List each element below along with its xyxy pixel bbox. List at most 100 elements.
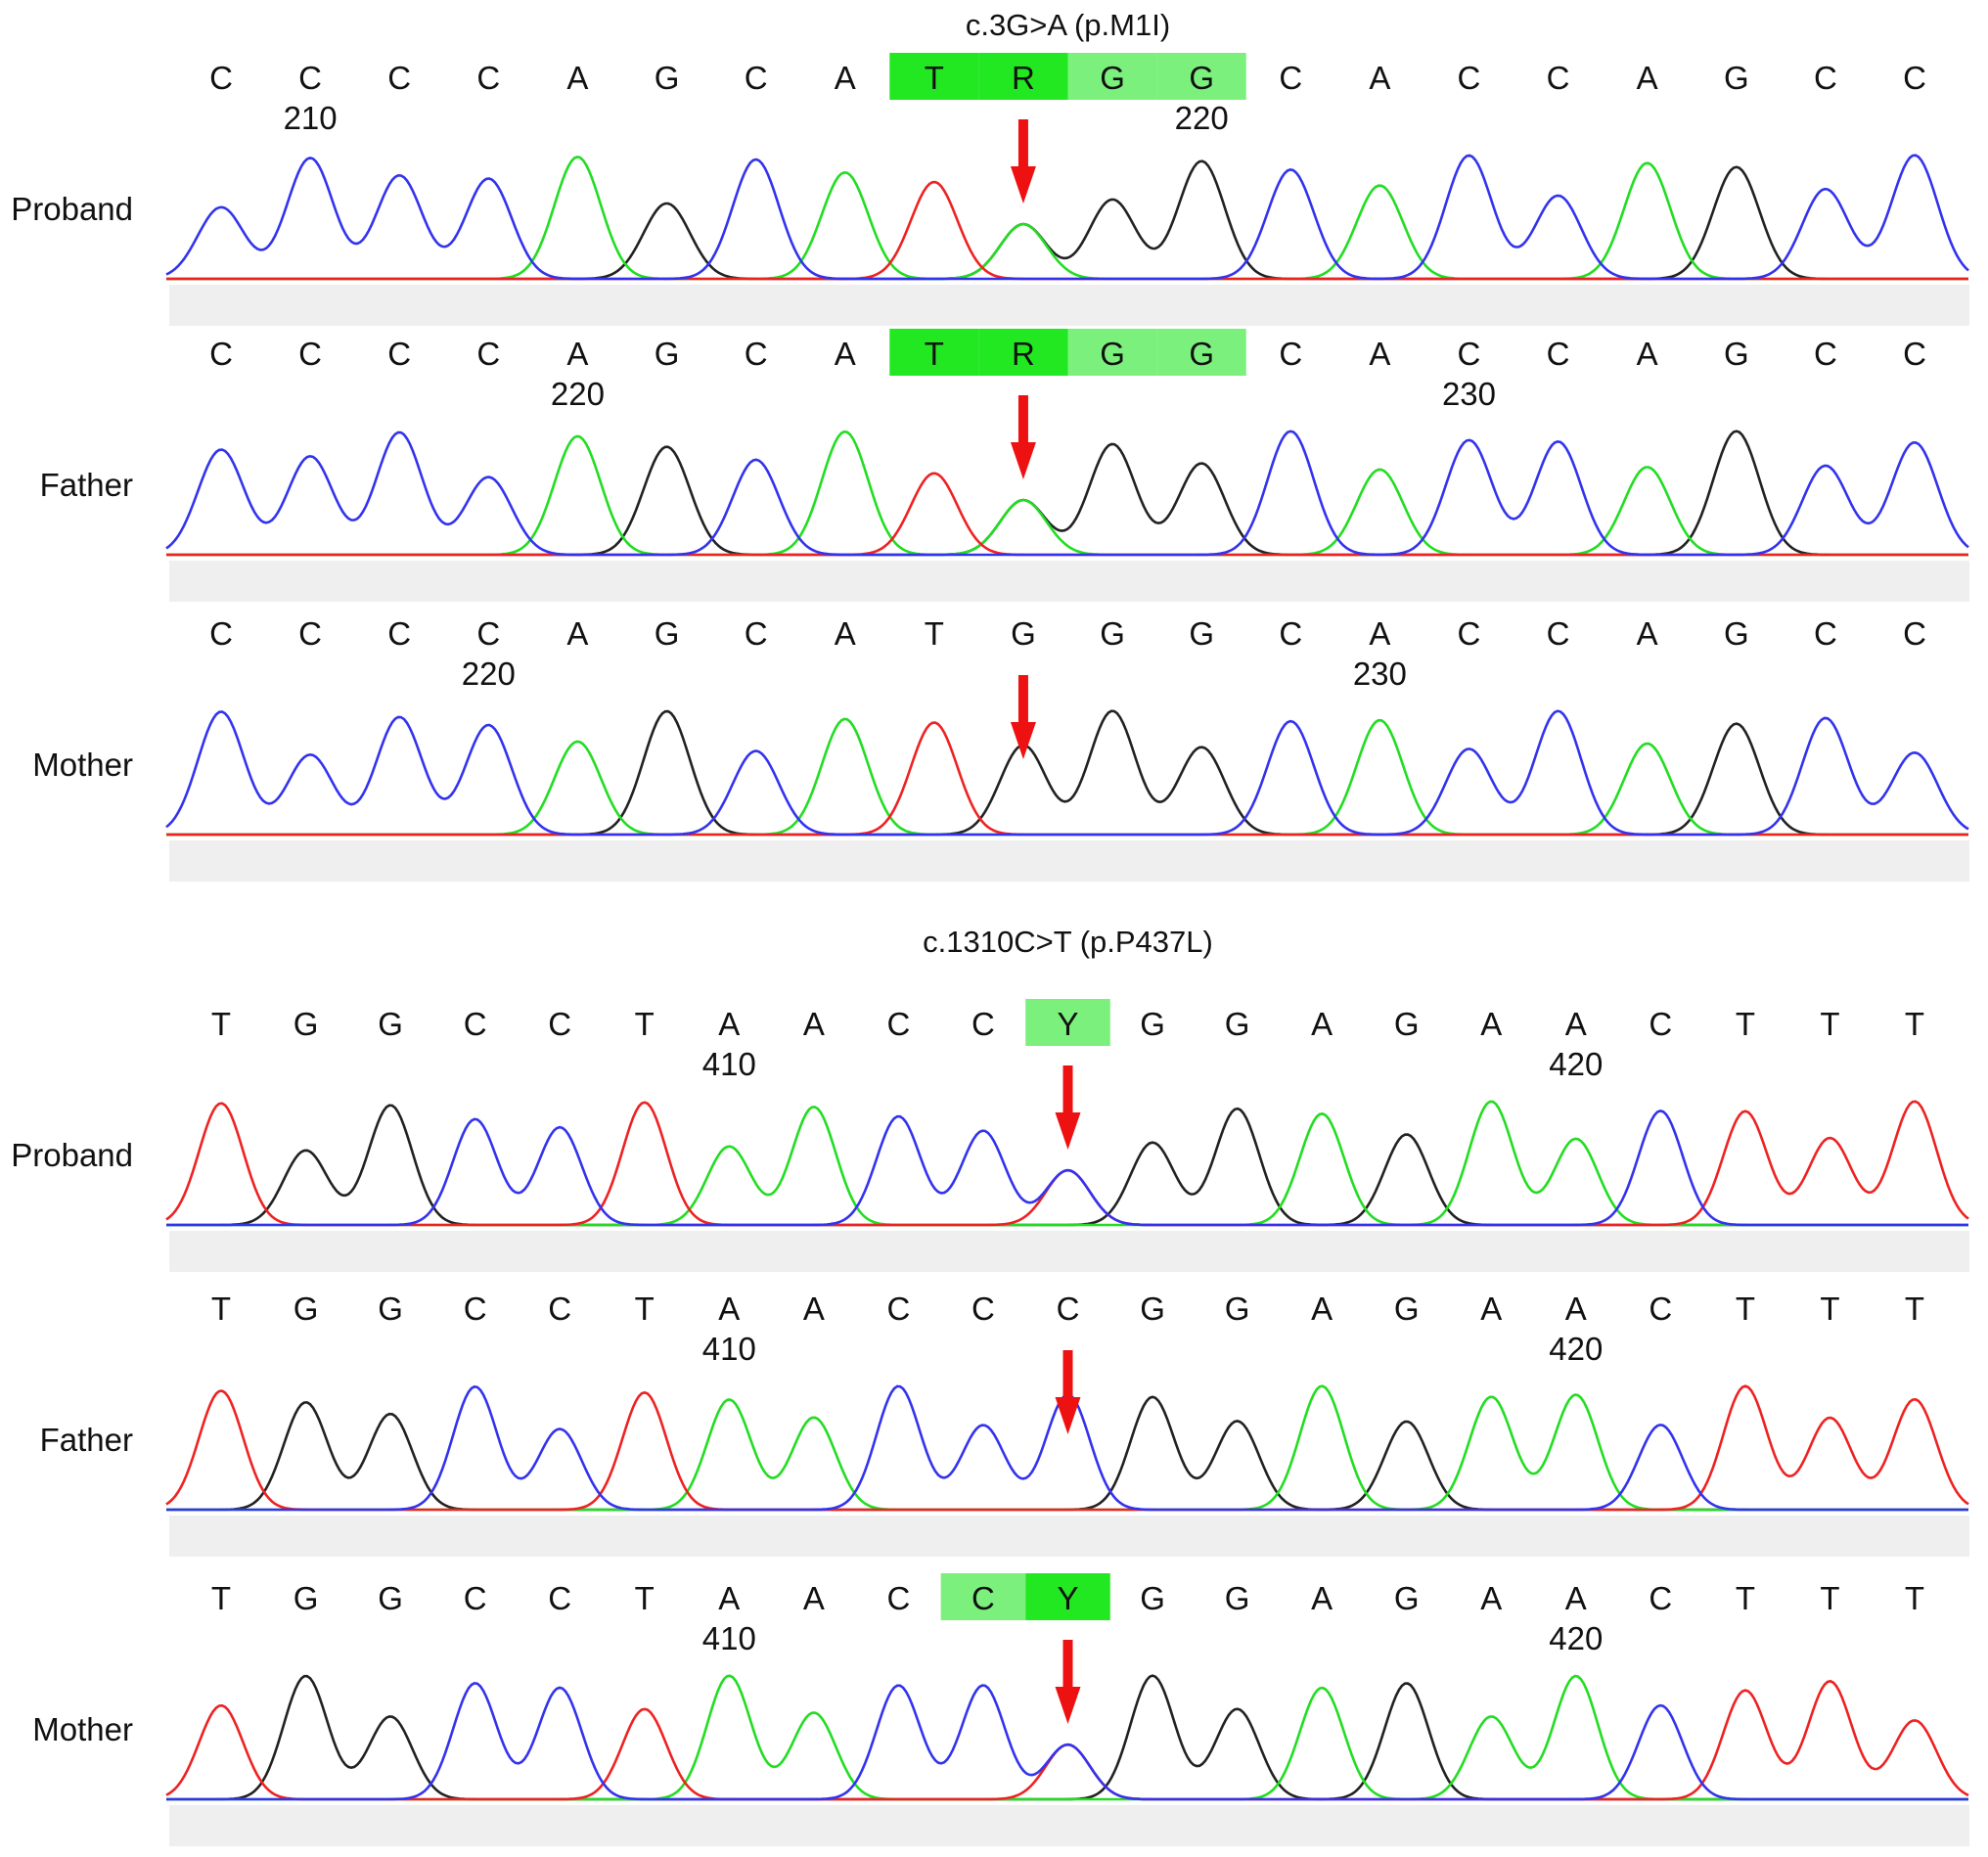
base-call: G [1724,60,1749,96]
base-call: C [209,336,233,372]
trace-c [165,154,1969,281]
base-call: G [655,60,680,96]
position-number: 220 [551,376,605,412]
base-call: A [803,1291,825,1327]
base-call: C [971,1291,995,1327]
base-call: A [566,60,588,96]
base-call: R [1012,336,1035,372]
base-call: A [1480,1580,1502,1616]
position-number: 420 [1549,1620,1603,1656]
highlight-box [940,1573,1026,1620]
base-call: G [378,1580,403,1616]
base-call: A [1637,615,1658,652]
trace-band [169,285,1969,326]
base-call: G [1394,1580,1420,1616]
trace-c [165,709,1969,837]
base-call: T [635,1580,655,1616]
base-call: C [745,336,768,372]
base-call: Y [1057,1006,1078,1042]
base-call: G [378,1291,403,1327]
sample-label: Mother [32,1711,133,1747]
base-call: C [1458,615,1481,652]
base-call: C [209,615,233,652]
base-call: G [1140,1006,1165,1042]
base-call: T [1736,1006,1755,1042]
base-call: A [718,1580,740,1616]
trace-band [169,561,1969,602]
base-call: C [1814,60,1837,96]
trace-t [166,721,1968,837]
base-call: T [1820,1006,1839,1042]
variant-arrow-icon [1010,442,1036,479]
trace-band [169,840,1969,882]
sample-label: Father [40,1422,133,1458]
base-call: A [1480,1006,1502,1042]
base-call: C [548,1580,571,1616]
base-call: A [1565,1006,1587,1042]
base-call: A [803,1580,825,1616]
track-mother: T G G C C T A A C C Y G G A G A A C T T T 410 420 Mother [32,1573,1969,1846]
base-call: G [1225,1006,1250,1042]
base-call: A [1637,60,1658,96]
base-call: A [1369,615,1390,652]
base-call: G [294,1291,319,1327]
base-call: G [1724,615,1749,652]
base-call: G [1100,336,1125,372]
base-call: C [464,1580,487,1616]
base-call: T [1736,1291,1755,1327]
base-call: C [1814,615,1837,652]
base-call: C [971,1580,995,1616]
position-number: 420 [1549,1331,1603,1367]
base-call: A [1565,1580,1587,1616]
variant-arrow-icon [1055,1112,1081,1150]
base-call: C [886,1006,910,1042]
base-call: A [718,1291,740,1327]
highlight-box [1156,53,1246,100]
base-call: Y [1057,1580,1078,1616]
base-call: C [1458,336,1481,372]
base-call: T [1905,1291,1924,1327]
base-call: G [1225,1291,1250,1327]
position-number: 410 [702,1620,756,1656]
base-call: G [655,615,680,652]
trace-t [165,1384,1969,1512]
trace-c [165,430,1969,557]
base-call: C [1279,60,1302,96]
trace-g [166,709,1968,837]
base-call: C [387,336,411,372]
base-call: C [1458,60,1481,96]
base-call: C [1649,1006,1672,1042]
base-call: T [211,1580,231,1616]
base-call: C [1279,615,1302,652]
base-call: C [476,336,500,372]
base-call: G [1724,336,1749,372]
sample-label: Father [40,467,133,503]
base-call: C [745,60,768,96]
variant-arrow-icon [1055,1687,1081,1724]
base-call: C [886,1291,910,1327]
base-call: A [803,1006,825,1042]
base-call: G [1100,615,1125,652]
trace-band [169,1231,1969,1272]
trace-a [166,717,1968,837]
base-call: C [387,60,411,96]
variant-arrow-shaft [1062,1640,1073,1689]
base-call: C [1903,615,1926,652]
base-call: C [209,60,233,96]
variant-arrow-shaft [1017,395,1028,444]
base-call: A [1369,336,1390,372]
base-call: A [835,336,856,372]
base-call: C [387,615,411,652]
base-call: C [476,615,500,652]
base-call: C [1649,1580,1672,1616]
base-call: T [1736,1580,1755,1616]
highlight-box [889,329,979,376]
base-call: T [925,336,944,372]
variant-arrow-icon [1010,166,1036,204]
position-number: 420 [1549,1046,1603,1082]
base-call: C [298,60,322,96]
base-call: C [298,336,322,372]
base-call: G [1189,336,1214,372]
base-call: C [548,1006,571,1042]
base-call: C [476,60,500,96]
